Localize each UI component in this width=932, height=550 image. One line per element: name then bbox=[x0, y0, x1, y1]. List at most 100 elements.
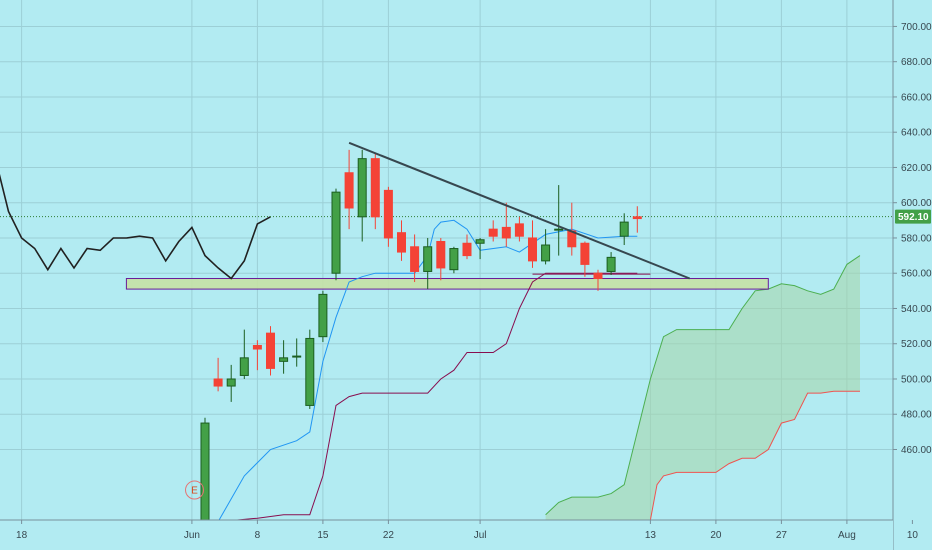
candle-body bbox=[619, 221, 629, 237]
candle[interactable] bbox=[279, 340, 289, 374]
candle[interactable] bbox=[593, 269, 603, 291]
candle[interactable] bbox=[226, 364, 236, 402]
candle[interactable] bbox=[632, 206, 642, 233]
candle-body bbox=[252, 344, 262, 350]
time-axis[interactable]: 1118Jun81522Jul132027Aug1017 bbox=[0, 519, 932, 550]
candle-body bbox=[475, 239, 485, 244]
candle-body bbox=[397, 232, 406, 253]
candle-body bbox=[423, 246, 433, 272]
support-zone[interactable] bbox=[125, 273, 769, 290]
candle[interactable] bbox=[318, 290, 328, 342]
ichimoku-cloud bbox=[545, 255, 861, 521]
price-tick-label: 680.00 bbox=[901, 57, 932, 68]
candle[interactable] bbox=[200, 417, 210, 529]
price-tick-label: 600.00 bbox=[901, 198, 932, 209]
leading-span-a-line bbox=[545, 255, 861, 516]
candle[interactable] bbox=[462, 234, 472, 260]
candle[interactable] bbox=[501, 202, 511, 247]
support-zone-rectangle[interactable] bbox=[125, 278, 769, 290]
candle-body bbox=[292, 355, 302, 358]
price-axis[interactable]: 700.00 680.00 660.00 640.00 620.00 600.00 580.… bbox=[892, 0, 932, 550]
candle[interactable] bbox=[370, 153, 380, 230]
candle[interactable] bbox=[541, 229, 551, 265]
earnings-circle bbox=[185, 480, 205, 500]
trendline-drawing[interactable] bbox=[348, 141, 691, 280]
candle[interactable] bbox=[292, 338, 302, 367]
candle[interactable] bbox=[436, 237, 446, 281]
time-tick-label: 15 bbox=[317, 530, 329, 541]
price-tick-label: 640.00 bbox=[901, 128, 932, 139]
time-tick-label: 18 bbox=[16, 530, 28, 541]
candle-body bbox=[226, 378, 236, 387]
candle[interactable] bbox=[580, 241, 590, 277]
candle[interactable] bbox=[488, 220, 498, 242]
candle-body bbox=[514, 223, 524, 237]
candle[interactable] bbox=[213, 357, 223, 392]
time-tick-label: 13 bbox=[645, 530, 657, 541]
price-tick-label: 540.00 bbox=[901, 304, 932, 315]
leading-span-b-line bbox=[649, 390, 860, 521]
candle[interactable] bbox=[554, 185, 564, 256]
candle[interactable] bbox=[331, 188, 341, 281]
candle[interactable] bbox=[606, 252, 616, 275]
grid-lines bbox=[0, 0, 913, 520]
candle[interactable] bbox=[383, 186, 393, 247]
candle[interactable] bbox=[410, 234, 420, 283]
candle-body bbox=[449, 248, 459, 271]
candle-body bbox=[462, 242, 472, 257]
candle[interactable] bbox=[252, 340, 262, 371]
candle-body bbox=[383, 189, 393, 239]
last-price-tag[interactable] bbox=[895, 209, 931, 224]
last-price-label: 592.10 bbox=[898, 212, 929, 223]
time-tick-label: 10 bbox=[907, 530, 919, 541]
time-tick-label: 22 bbox=[383, 530, 395, 541]
candle[interactable] bbox=[397, 220, 406, 261]
candle[interactable] bbox=[449, 246, 459, 274]
candle[interactable] bbox=[475, 237, 485, 260]
candle-body bbox=[279, 357, 289, 362]
candle-body bbox=[213, 378, 223, 387]
price-tick-label: 560.00 bbox=[901, 269, 932, 280]
time-tick-label: 20 bbox=[710, 530, 722, 541]
candle[interactable] bbox=[423, 237, 433, 290]
price-axis-background bbox=[893, 0, 932, 550]
candle[interactable] bbox=[266, 326, 275, 376]
candle-body bbox=[488, 228, 498, 237]
candle-body bbox=[554, 228, 564, 231]
price-tick-label: 620.00 bbox=[901, 163, 932, 174]
candle[interactable] bbox=[619, 213, 629, 246]
candle-body bbox=[436, 240, 446, 269]
time-tick-label: Aug bbox=[838, 530, 856, 541]
candle-body bbox=[200, 422, 210, 521]
candle[interactable] bbox=[344, 149, 354, 230]
time-tick-label: Jul bbox=[474, 530, 487, 541]
candle-body bbox=[606, 256, 616, 272]
candlesticks[interactable] bbox=[200, 149, 642, 529]
descending-trendline[interactable] bbox=[348, 141, 691, 280]
price-tick-label: 580.00 bbox=[901, 233, 932, 244]
earnings-markers[interactable]: EE bbox=[185, 480, 932, 500]
candle-body bbox=[370, 158, 380, 218]
candle-body bbox=[239, 357, 249, 376]
candle-body bbox=[266, 332, 275, 369]
time-tick-label: 27 bbox=[776, 530, 788, 541]
candle[interactable] bbox=[528, 220, 537, 268]
base-line bbox=[218, 272, 638, 523]
candle[interactable] bbox=[305, 329, 315, 409]
candle[interactable] bbox=[239, 329, 249, 379]
cloud-area bbox=[545, 255, 860, 520]
candle-body bbox=[305, 337, 315, 406]
earnings-label: E bbox=[191, 486, 198, 497]
candle-body bbox=[501, 226, 511, 239]
candle[interactable] bbox=[514, 216, 524, 242]
indicator-lines bbox=[0, 173, 893, 523]
candle-body bbox=[580, 242, 590, 265]
candle-body bbox=[357, 158, 367, 218]
candle[interactable] bbox=[357, 149, 367, 242]
earnings-marker[interactable]: E bbox=[185, 480, 205, 500]
price-tick-label: 520.00 bbox=[901, 339, 932, 350]
price-tick-label: 480.00 bbox=[901, 410, 932, 421]
price-tick-label: 460.00 bbox=[901, 445, 932, 456]
